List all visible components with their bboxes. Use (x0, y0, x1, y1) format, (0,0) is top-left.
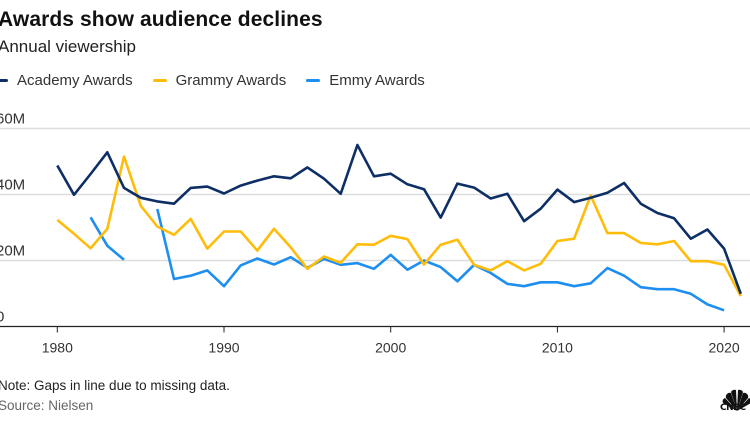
series-lines (56, 143, 743, 312)
legend-label-academy: Academy Awards (17, 72, 133, 89)
emmy-line-segment (89, 216, 125, 261)
legend-label-grammy: Grammy Awards (175, 72, 287, 89)
y-axis-labels: 0 20M 40M 60M (0, 111, 25, 326)
legend: Academy Awards Grammy Awards Emmy Awards (0, 72, 445, 89)
peacock-icon (722, 389, 750, 411)
academy-line-segment (56, 143, 743, 295)
gridlines (0, 127, 750, 262)
chart-subtitle: Annual viewership (0, 37, 136, 56)
chart-note: Note: Gaps in line due to missing data. (0, 378, 230, 393)
legend-label-emmy: Emmy Awards (329, 72, 425, 89)
legend-swatch-emmy (306, 79, 321, 82)
y-tick-label: 20M (0, 243, 25, 260)
x-axis: 1980 1990 2000 2010 2020 (0, 325, 750, 356)
y-tick-label: 0 (0, 309, 4, 326)
series-academy (56, 143, 743, 295)
y-tick-label: 40M (0, 177, 25, 194)
series-grammy (56, 155, 742, 297)
x-tick-label: 2000 (375, 340, 406, 356)
series-emmy (89, 208, 725, 312)
chart-title: Awards show audience declines (0, 8, 323, 31)
legend-item-grammy: Grammy Awards (152, 72, 287, 89)
chart-source: Source: Nielsen (0, 398, 94, 413)
grammy-line-segment (56, 155, 742, 297)
x-tick-label: 2020 (709, 340, 740, 356)
x-tick-label: 2010 (542, 340, 573, 356)
legend-swatch-grammy (152, 79, 167, 82)
y-tick-label: 60M (0, 111, 25, 128)
emmy-line-segment (156, 208, 725, 312)
legend-swatch-academy (0, 79, 8, 82)
legend-item-academy: Academy Awards (0, 72, 133, 89)
x-tick-label: 1980 (42, 340, 73, 356)
cnbc-logo-text: CNBC (720, 403, 746, 413)
legend-item-emmy: Emmy Awards (306, 72, 425, 89)
x-tick-label: 1990 (208, 340, 239, 356)
